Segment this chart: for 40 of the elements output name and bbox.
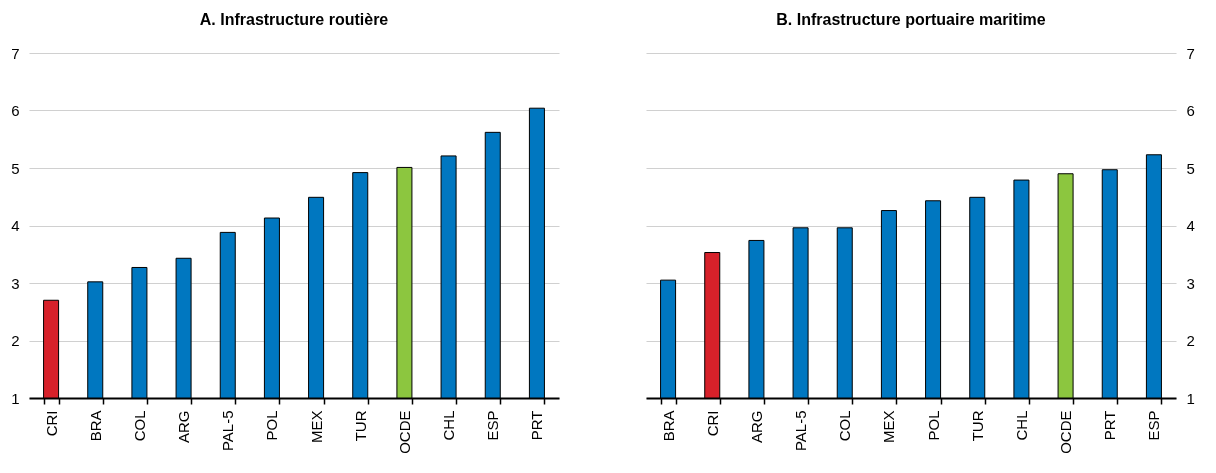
x-tick-label: PAL-5 bbox=[792, 410, 810, 452]
chart-title: B. Infrastructure portuaire maritime bbox=[776, 11, 1046, 28]
y-tick-label: 5 bbox=[11, 159, 20, 177]
y-tick-label: 6 bbox=[11, 102, 20, 119]
x-tick-label: OCDE bbox=[1057, 410, 1075, 454]
x-tick-label: BRA bbox=[86, 410, 104, 442]
y-tick-label: 1 bbox=[11, 389, 20, 407]
y-tick-label: 5 bbox=[1186, 159, 1195, 177]
x-tick-label: CHL bbox=[440, 410, 458, 441]
x-tick-label: CRI bbox=[42, 410, 60, 437]
y-tick-label: 2 bbox=[1186, 332, 1195, 349]
x-tick-label: BRA bbox=[659, 410, 677, 442]
x-tick-label: MEX bbox=[880, 410, 898, 444]
x-tick-label: COL bbox=[130, 410, 148, 442]
chart-title: A. Infrastructure routière bbox=[199, 11, 389, 28]
x-tick-label: CHL bbox=[1012, 410, 1030, 441]
x-tick-label: PRT bbox=[1101, 410, 1119, 441]
y-tick-label: 1 bbox=[1186, 389, 1195, 407]
y-tick-label: 7 bbox=[11, 44, 20, 62]
x-tick-label: MEX bbox=[307, 410, 325, 444]
x-tick-label: OCDE bbox=[395, 410, 413, 454]
y-tick-label: 4 bbox=[1186, 217, 1195, 234]
x-tick-label: CRI bbox=[703, 410, 721, 437]
x-tick-label: ARG bbox=[175, 410, 193, 444]
x-tick-label: ESP bbox=[484, 410, 502, 441]
y-tick-label: 4 bbox=[11, 217, 20, 234]
x-tick-label: ARG bbox=[747, 410, 765, 444]
x-tick-label: TUR bbox=[968, 410, 986, 442]
x-tick-label: PAL-5 bbox=[219, 410, 237, 452]
x-tick-label: POL bbox=[924, 410, 942, 441]
x-tick-label: TUR bbox=[351, 410, 369, 442]
x-tick-label: PRT bbox=[528, 410, 546, 441]
y-tick-label: 7 bbox=[1186, 44, 1195, 62]
y-tick-label: 3 bbox=[1186, 274, 1195, 292]
y-tick-label: 6 bbox=[1186, 102, 1195, 119]
x-tick-label: COL bbox=[836, 410, 854, 442]
y-tick-label: 3 bbox=[11, 274, 20, 292]
x-tick-label: POL bbox=[263, 410, 281, 441]
x-tick-label: ESP bbox=[1145, 410, 1163, 441]
y-tick-label: 2 bbox=[11, 332, 20, 349]
